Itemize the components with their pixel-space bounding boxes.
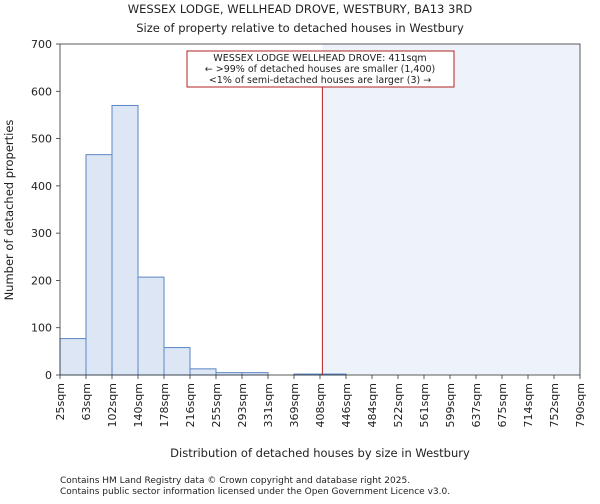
bar-178sqm [163, 347, 191, 376]
x-tick-label: 293sqm [236, 383, 249, 427]
x-tick-label: 561sqm [418, 383, 431, 427]
x-tick-label: 25sqm [54, 383, 67, 420]
x-tick-label: 637sqm [470, 383, 483, 427]
x-tick-label: 63sqm [80, 383, 93, 420]
annotation-line-3: <1% of semi-detached houses are larger (… [209, 75, 431, 86]
annotation-border [186, 50, 455, 88]
footer-line-2: Contains public sector information licen… [60, 487, 450, 497]
x-axis: 25sqm 63sqm 102sqm 140sqm 178sqm 216sqm 255sqm… [54, 375, 587, 427]
x-tick-label: 752sqm [548, 383, 561, 427]
bar-25sqm [59, 338, 87, 376]
highlight-region [322, 44, 580, 375]
y-tick-label: 400 [31, 180, 52, 193]
chart-subtitle: Size of property relative to detached ho… [136, 21, 464, 35]
y-tick-label: 500 [31, 133, 52, 146]
y-tick-label: 200 [31, 274, 52, 287]
x-tick-label: 102sqm [106, 383, 119, 427]
x-tick-label: 255sqm [210, 383, 223, 427]
x-tick-label: 599sqm [444, 383, 457, 427]
annotation-line-2: ← >99% of detached houses are smaller (1… [205, 64, 436, 75]
annotation-line-1: WESSEX LODGE WELLHEAD DROVE: 411sqm [213, 53, 426, 64]
bar-102sqm [111, 104, 139, 376]
annotation-box: WESSEX LODGE WELLHEAD DROVE: 411sqm ← >9… [186, 50, 455, 88]
x-tick-label: 331sqm [262, 383, 275, 427]
y-tick-label: 100 [31, 322, 52, 335]
x-tick-label: 408sqm [314, 383, 327, 427]
x-tick-label: 790sqm [574, 383, 587, 427]
x-tick-label: 178sqm [158, 383, 171, 427]
x-tick-label: 484sqm [366, 383, 379, 427]
bar-140sqm [137, 276, 165, 376]
x-tick-label: 140sqm [132, 383, 145, 427]
x-axis-label: Distribution of detached houses by size … [170, 446, 470, 460]
y-tick-label: 700 [31, 38, 52, 51]
bar-63sqm [85, 154, 113, 376]
y-axis-label: Number of detached properties [2, 120, 16, 301]
y-tick-label: 0 [45, 369, 52, 382]
y-tick-label: 600 [31, 85, 52, 98]
x-tick-label: 446sqm [340, 383, 353, 427]
bars-group [59, 104, 347, 376]
x-tick-label: 714sqm [522, 383, 535, 427]
chart-title: WESSEX LODGE, WELLHEAD DROVE, WESTBURY, … [128, 2, 473, 16]
footer-line-1: Contains HM Land Registry data © Crown c… [60, 476, 410, 486]
plot-frame [59, 43, 581, 376]
y-axis: 0 100 200 300 400 500 600 700 [31, 38, 60, 382]
bar-216sqm [189, 368, 217, 376]
x-tick-label: 675sqm [496, 383, 509, 427]
x-tick-label: 522sqm [392, 383, 405, 427]
x-tick-label: 369sqm [288, 383, 301, 427]
x-tick-label: 216sqm [184, 383, 197, 427]
y-tick-label: 300 [31, 227, 52, 240]
